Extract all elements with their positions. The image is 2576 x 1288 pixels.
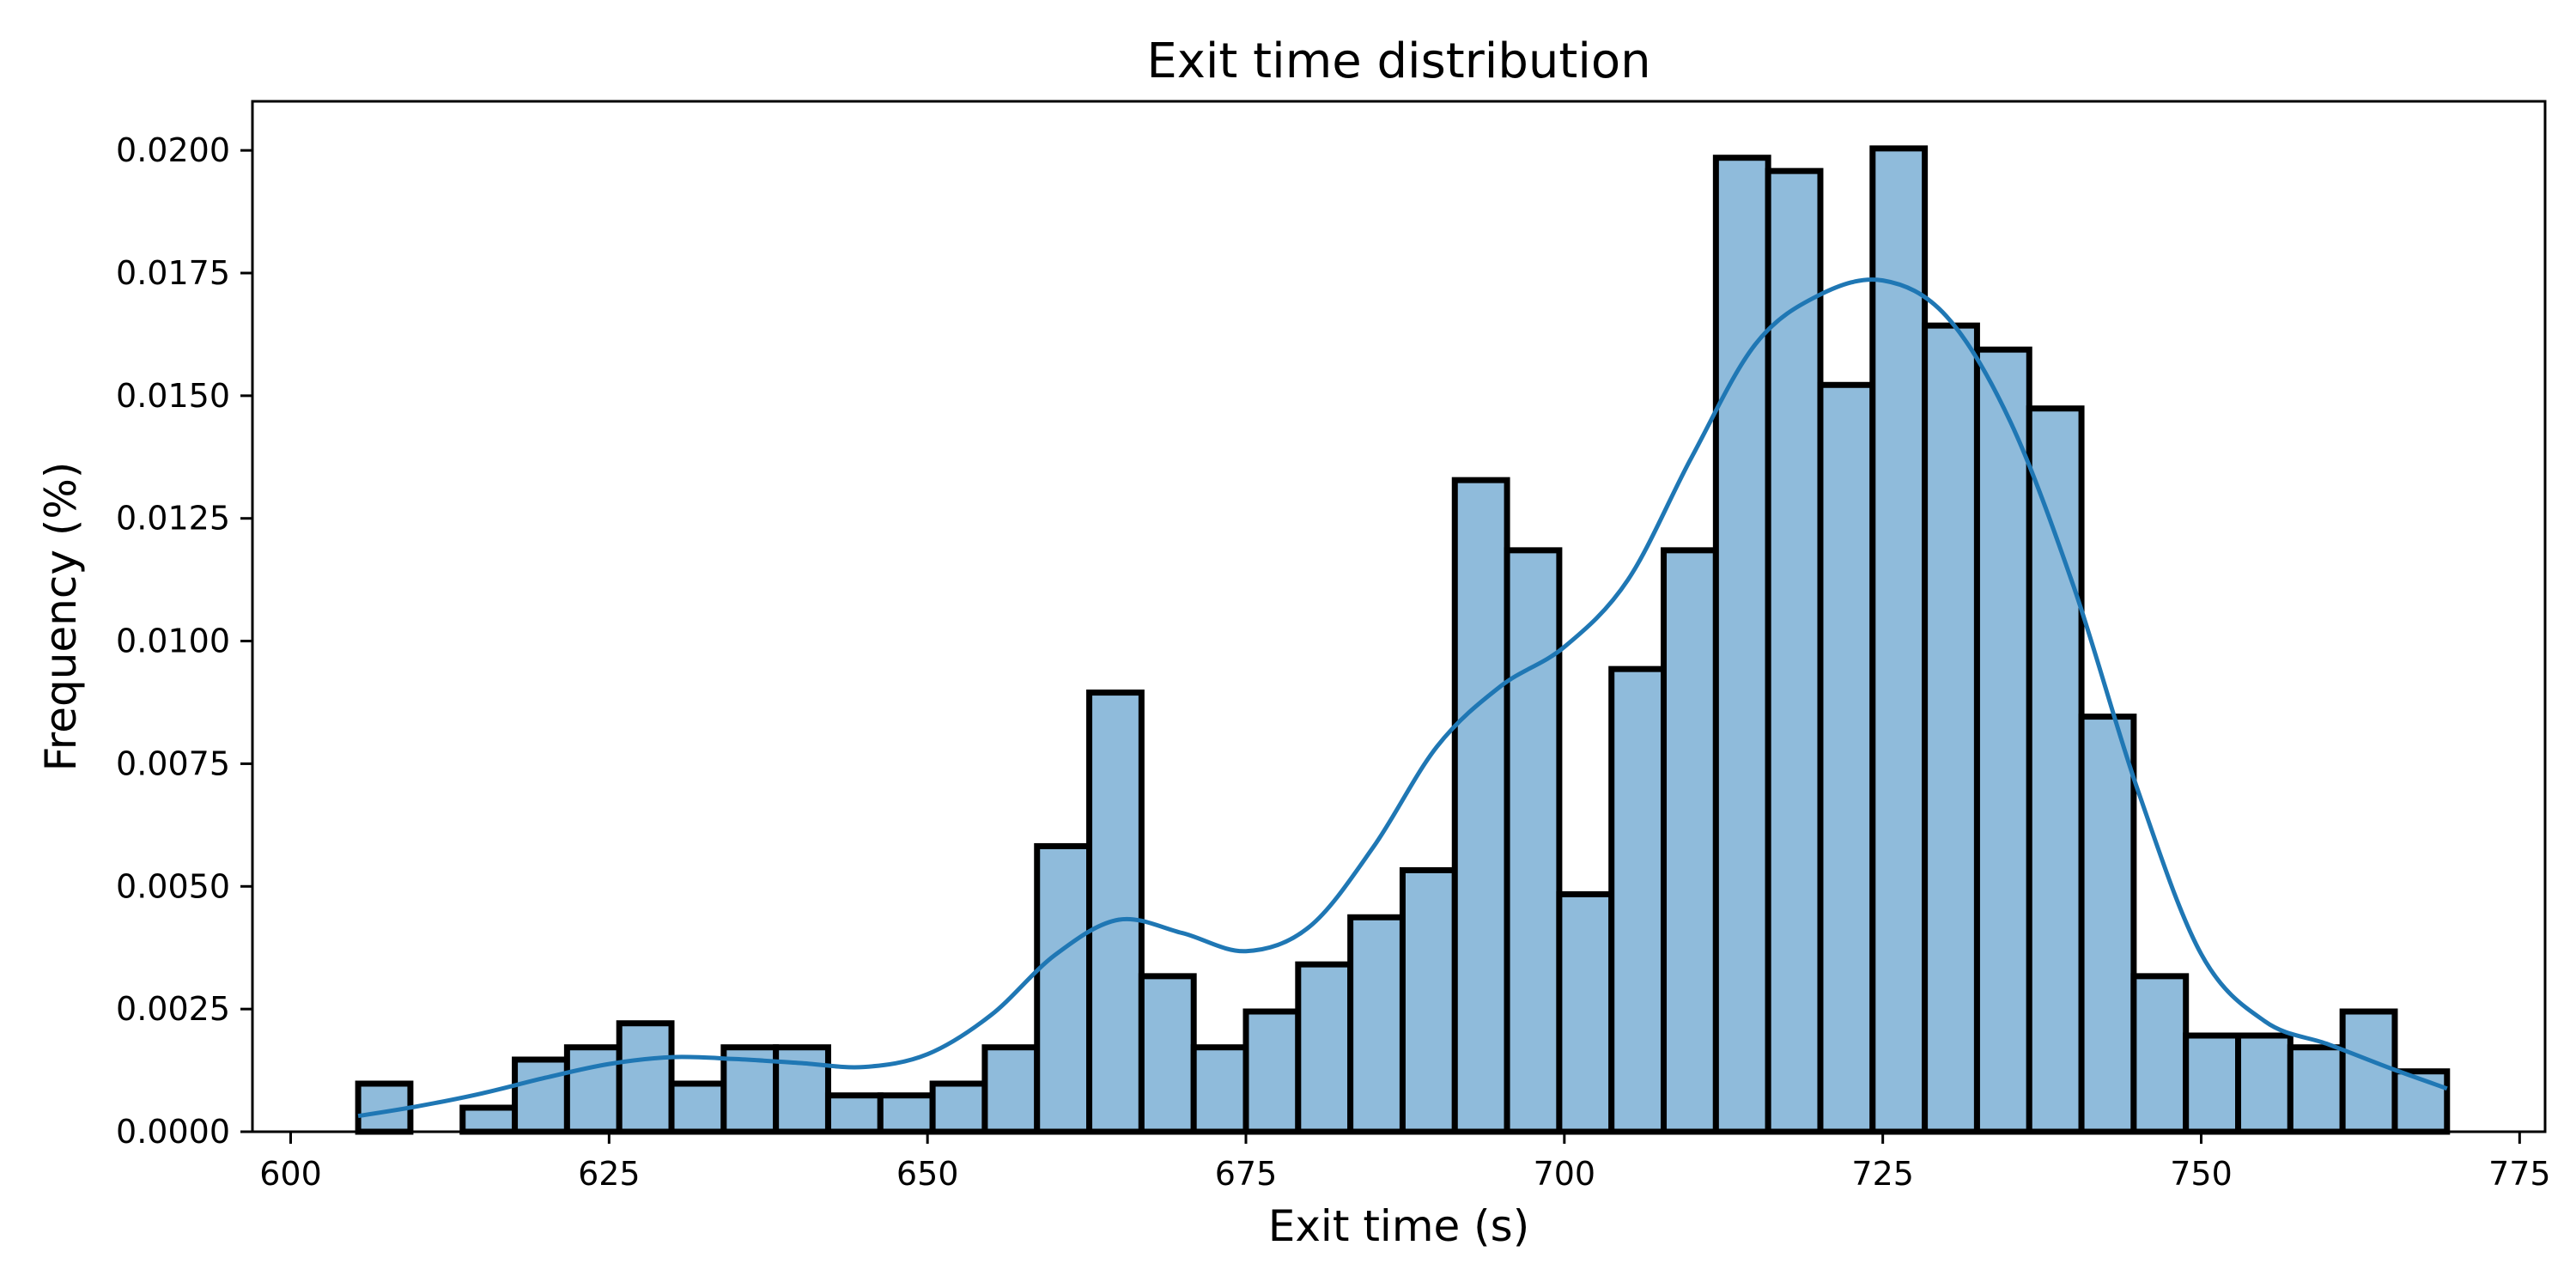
histogram-bar: [1869, 145, 1929, 1135]
histogram-bar: [1451, 477, 1510, 1135]
histogram-bar: [616, 1020, 675, 1135]
x-tick-label: 625: [578, 1155, 641, 1193]
histogram-bar: [1765, 167, 1824, 1135]
histogram-bar: [1661, 547, 1719, 1135]
histogram-bar: [512, 1056, 570, 1135]
histogram-bar: [563, 1044, 623, 1135]
histogram-bar: [2235, 1032, 2293, 1135]
histogram-bar: [1347, 914, 1406, 1135]
y-tick-label: 0.0175: [116, 254, 230, 292]
histogram-bar: [1295, 961, 1354, 1135]
plot-frame: [251, 100, 2547, 1133]
chart-title: Exit time distribution: [1146, 33, 1650, 89]
histogram-bar: [1504, 547, 1563, 1135]
histogram-bar: [2339, 1008, 2398, 1135]
histogram-bar: [1190, 1044, 1249, 1135]
histogram-bar: [2078, 714, 2137, 1135]
histogram-bar: [1086, 690, 1145, 1135]
histogram-bar: [459, 1104, 519, 1135]
y-tick-label: 0.0050: [116, 867, 230, 905]
histogram-bar: [877, 1092, 936, 1135]
y-tick-label: 0.0200: [116, 131, 230, 169]
histogram-bar: [1034, 842, 1093, 1135]
y-tick-label: 0.0100: [116, 623, 230, 660]
y-tick-label: 0.0075: [116, 744, 230, 782]
histogram-bar: [1973, 346, 2032, 1135]
x-tick-label: 750: [2170, 1155, 2233, 1193]
x-tick-label: 675: [1215, 1155, 1278, 1193]
histogram-bar: [1242, 1008, 1302, 1135]
x-tick-label: 600: [259, 1155, 322, 1193]
histogram-bar: [2026, 405, 2085, 1135]
histogram-bar: [2183, 1032, 2242, 1135]
histogram-bar: [1399, 866, 1458, 1135]
y-tick-label: 0.0000: [116, 1113, 230, 1151]
histogram-bar: [2130, 973, 2190, 1135]
histogram-bar: [1138, 973, 1197, 1135]
x-tick-label: 775: [2488, 1155, 2551, 1193]
x-axis: 600 625 650 675 700 725 750 775: [259, 1132, 2551, 1193]
kde-line: [357, 277, 2448, 1119]
x-tick-label: 650: [896, 1155, 959, 1193]
histogram-bar: [668, 1080, 727, 1135]
histogram-bar: [929, 1080, 988, 1135]
y-tick-label: 0.0150: [116, 377, 230, 415]
histogram-bar: [1817, 381, 1876, 1135]
histogram-bar: [1922, 322, 1980, 1135]
y-tick-label: 0.0125: [116, 500, 230, 538]
histogram-bar: [1556, 890, 1615, 1135]
x-axis-label: Exit time (s): [1268, 1201, 1530, 1251]
x-tick-label: 700: [1534, 1155, 1596, 1193]
y-axis: 0.0000 0.0025 0.0050 0.0075 0.0100 0.0125 0.01…: [116, 131, 252, 1151]
y-axis-label: Frequency (%): [36, 462, 86, 772]
x-tick-label: 725: [1851, 1155, 1914, 1193]
histogram-bar: [1712, 155, 1771, 1135]
y-tick-label: 0.0025: [116, 990, 230, 1028]
histogram-bar: [2287, 1044, 2346, 1135]
histogram-bar: [981, 1044, 1041, 1135]
histogram-bar: [824, 1092, 884, 1135]
histogram-bar: [1608, 665, 1668, 1135]
